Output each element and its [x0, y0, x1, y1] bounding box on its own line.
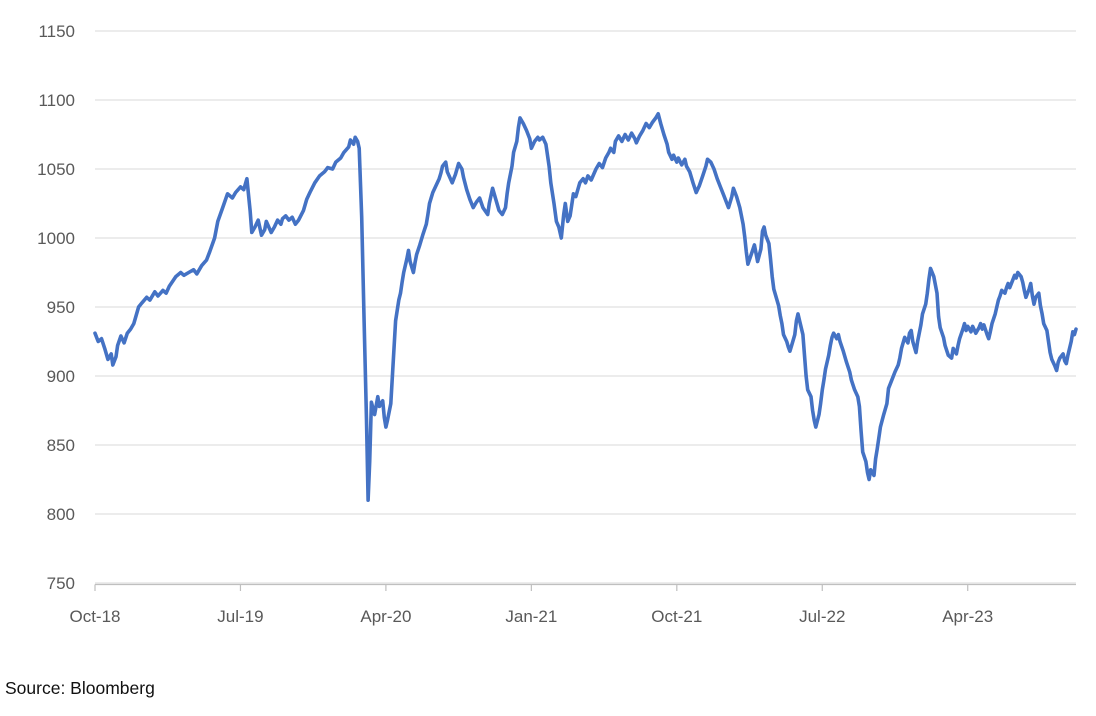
y-axis-tick-label: 1100	[38, 91, 75, 110]
y-axis-tick-label: 1050	[37, 160, 75, 179]
source-note: Source: Bloomberg	[5, 678, 155, 698]
y-axis-tick-label: 1150	[38, 22, 75, 41]
y-axis-tick-label: 900	[47, 367, 75, 386]
y-axis-tick-label: 850	[47, 436, 75, 455]
x-axis-tick-label: Jan-21	[505, 607, 557, 626]
x-axis-tick-label: Apr-23	[942, 607, 993, 626]
x-axis-tick-label: Oct-18	[69, 607, 120, 626]
x-axis-tick-label: Apr-20	[360, 607, 411, 626]
x-axis-tick-label: Jul-22	[799, 607, 845, 626]
line-chart: 1150 1100 1050 1000 950 900 850 800 750 Oct-18 Jul…	[37, 22, 1078, 626]
x-axis-tick-label: Oct-21	[651, 607, 702, 626]
y-axis-tick-label: 800	[47, 505, 75, 524]
x-axis-tick-label: Jul-19	[217, 607, 263, 626]
y-axis-tick-label: 750	[47, 574, 75, 593]
y-axis-tick-label: 950	[47, 298, 75, 317]
data-series-line	[93, 112, 1078, 503]
y-axis-tick-label: 1000	[37, 229, 75, 248]
